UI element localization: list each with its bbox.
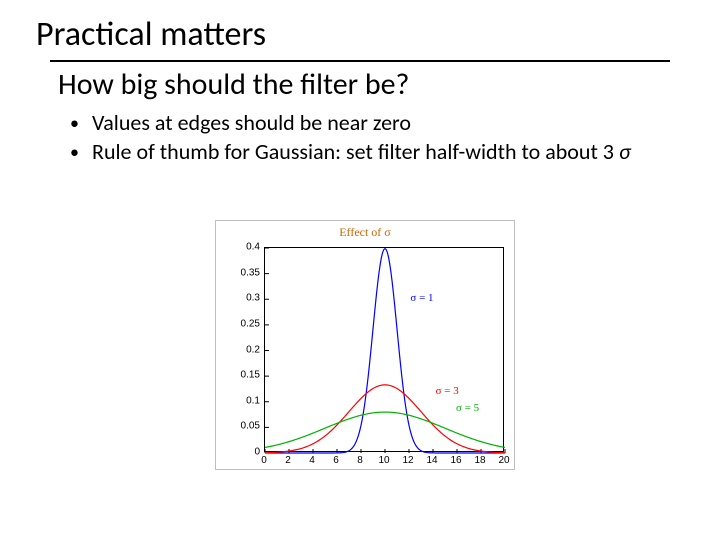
title-underline bbox=[50, 60, 670, 62]
x-tick-label: 0 bbox=[254, 455, 274, 466]
x-tick-label: 4 bbox=[302, 455, 322, 466]
chart-plot-svg bbox=[265, 248, 505, 453]
bullet-icon: • bbox=[70, 110, 92, 136]
list-item: • Rule of thumb for Gaussian: set filter… bbox=[70, 139, 670, 166]
y-tick-label: 0.4 bbox=[230, 242, 260, 253]
bullet-list: • Values at edges should be near zero • … bbox=[70, 110, 670, 168]
x-tick-label: 14 bbox=[422, 455, 442, 466]
x-tick-label: 10 bbox=[374, 455, 394, 466]
list-item: • Values at edges should be near zero bbox=[70, 110, 670, 137]
x-tick-label: 20 bbox=[494, 455, 514, 466]
bullet-text: Values at edges should be near zero bbox=[92, 110, 670, 137]
chart-axes bbox=[264, 247, 504, 452]
y-tick-label: 0.3 bbox=[230, 293, 260, 304]
y-tick-label: 0.1 bbox=[230, 395, 260, 406]
series-sigma1 bbox=[265, 249, 505, 453]
series-label-sigma3: σ = 3 bbox=[436, 385, 459, 397]
y-tick-label: 0.2 bbox=[230, 344, 260, 355]
slide-root: Practical matters How big should the fil… bbox=[0, 0, 720, 540]
x-tick-label: 8 bbox=[350, 455, 370, 466]
series-label-sigma1: σ = 1 bbox=[410, 292, 433, 304]
y-tick-label: 0.35 bbox=[230, 267, 260, 278]
page-title: Practical matters bbox=[36, 14, 266, 55]
x-tick-label: 2 bbox=[278, 455, 298, 466]
x-tick-label: 16 bbox=[446, 455, 466, 466]
y-tick-label: 0.25 bbox=[230, 318, 260, 329]
y-tick-label: 0.05 bbox=[230, 421, 260, 432]
page-subtitle: How big should the filter be? bbox=[58, 66, 409, 103]
x-tick-label: 18 bbox=[470, 455, 490, 466]
bullet-text: Rule of thumb for Gaussian: set filter h… bbox=[92, 139, 670, 166]
gaussian-chart: Effect of σ 0 0.05 0.1 0.15 0.2 0.25 0.3 0.35 0.… bbox=[215, 220, 515, 470]
bullet-icon: • bbox=[70, 139, 92, 165]
chart-title: Effect of σ bbox=[216, 225, 514, 240]
x-tick-label: 6 bbox=[326, 455, 346, 466]
series-sigma5 bbox=[265, 412, 505, 447]
series-label-sigma5: σ = 5 bbox=[456, 402, 479, 414]
y-tick-label: 0.15 bbox=[230, 370, 260, 381]
x-tick-label: 12 bbox=[398, 455, 418, 466]
series-sigma3 bbox=[265, 385, 505, 453]
